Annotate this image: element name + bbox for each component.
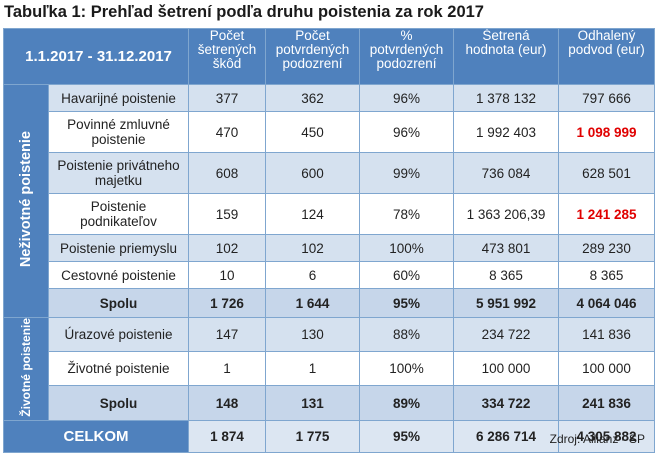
- cell-confirmed: 131: [265, 385, 361, 421]
- row-label: Poistenie priemyslu: [47, 234, 190, 262]
- header-row: 1.1.2017 - 31.12.2017 Počet šetrených šk…: [2, 28, 656, 85]
- cell-fraud: 4 064 046: [558, 288, 656, 318]
- cell-value: 736 084: [453, 152, 560, 194]
- cell-confirmed: 362: [265, 84, 361, 112]
- total-row: CELKOM 1 874 1 775 95% 6 286 714 4 305 8…: [2, 419, 656, 453]
- cell-percent: 95%: [359, 419, 455, 453]
- cell-confirmed: 6: [265, 261, 361, 289]
- cell-value: 100 000: [453, 351, 560, 387]
- header-claims-count: Počet šetrených škôd: [188, 28, 267, 85]
- cell-confirmed: 1: [265, 351, 361, 387]
- header-fraud-value: Odhalený podvod (eur): [558, 28, 656, 85]
- claims-table: 1.1.2017 - 31.12.2017 Počet šetrených šk…: [2, 28, 656, 453]
- table-row: Povinné zmluvné poistenie 470 450 96% 1 …: [4, 111, 656, 153]
- cell-claims: 608: [188, 152, 267, 194]
- cell-fraud: 100 000: [558, 351, 656, 387]
- cell-percent: 89%: [359, 385, 455, 421]
- table-title: Tabuľka 1: Prehľad šetrení podľa druhu p…: [4, 3, 484, 21]
- cell-confirmed: 102: [265, 234, 361, 262]
- cell-confirmed: 600: [265, 152, 361, 194]
- cell-fraud: 4 305 882: [558, 419, 656, 453]
- cell-percent: 100%: [359, 351, 455, 387]
- row-label: Poistenie privátneho majetku: [47, 152, 190, 194]
- cell-percent: 88%: [359, 316, 455, 353]
- cell-value: 1 363 206,39: [453, 193, 560, 235]
- cell-fraud-highlight: 1 098 999: [558, 111, 656, 153]
- cell-value: 1 992 403: [453, 111, 560, 153]
- source-note: Zdroj: Allianz - SP: [549, 432, 645, 446]
- cell-fraud: 241 836: [558, 385, 656, 421]
- cell-confirmed: 1 775: [265, 419, 361, 453]
- cell-fraud: 797 666: [558, 84, 656, 112]
- cell-value: 473 801: [453, 234, 560, 262]
- cell-confirmed: 124: [265, 193, 361, 235]
- cell-claims: 377: [188, 84, 267, 112]
- cell-claims: 10: [188, 261, 267, 289]
- cell-percent: 95%: [359, 288, 455, 318]
- cell-fraud-highlight: 1 241 285: [558, 193, 656, 235]
- table-row: Životné poistenie 1 1 100% 100 000 100 0…: [4, 351, 656, 387]
- row-label: Poistenie podnikateľov: [47, 193, 190, 235]
- row-label: Úrazové poistenie: [47, 316, 190, 353]
- row-label: Cestovné poistenie: [47, 261, 190, 289]
- cell-percent: 100%: [359, 234, 455, 262]
- cell-fraud: 8 365: [558, 261, 656, 289]
- cell-value: 1 378 132: [453, 84, 560, 112]
- cell-value: 6 286 714: [453, 419, 560, 453]
- cell-claims: 102: [188, 234, 267, 262]
- subtotal-row: Spolu 1 726 1 644 95% 5 951 992 4 064 04…: [4, 288, 656, 318]
- group-label-nonlife: Neživotné poistenie: [3, 84, 49, 318]
- row-label: Havarijné poistenie: [47, 84, 190, 112]
- table-row: Životné poistenie Úrazové poistenie 147 …: [3, 316, 656, 421]
- cell-confirmed: 450: [265, 111, 361, 153]
- cell-claims: 148: [188, 385, 267, 421]
- header-investigated-value: Šetrená hodnota (eur): [453, 28, 560, 85]
- cell-claims: 1 874: [188, 419, 267, 453]
- cell-confirmed: 130: [265, 316, 361, 353]
- row-label: Povinné zmluvné poistenie: [47, 111, 190, 153]
- table-row: Poistenie priemyslu 102 102 100% 473 801…: [4, 234, 656, 262]
- cell-percent: 96%: [359, 84, 455, 112]
- subtotal-row: Spolu 148 131 89% 334 722 241 836: [4, 385, 656, 421]
- header-confirmed-percent: % potvrdených podozrení: [359, 28, 455, 85]
- period-header: 1.1.2017 - 31.12.2017: [2, 28, 190, 85]
- cell-confirmed: 1 644: [265, 288, 361, 318]
- cell-claims: 1 726: [188, 288, 267, 318]
- cell-fraud: 141 836: [558, 316, 656, 353]
- table-row: Poistenie podnikateľov 159 124 78% 1 363…: [4, 193, 656, 235]
- cell-claims: 159: [188, 193, 267, 235]
- header-confirmed-count: Počet potvrdených podozrení: [265, 28, 361, 85]
- group-label-life: Životné poistenie: [3, 317, 49, 421]
- cell-claims: 1: [188, 351, 267, 387]
- total-label: CELKOM: [2, 419, 190, 453]
- cell-percent: 60%: [359, 261, 455, 289]
- cell-value: 5 951 992: [453, 288, 560, 318]
- cell-percent: 96%: [359, 111, 455, 153]
- cell-percent: 99%: [359, 152, 455, 194]
- cell-value: 234 722: [453, 316, 560, 353]
- cell-claims: 470: [188, 111, 267, 153]
- table-row: Neživotné poistenie Havarijné poistenie …: [3, 84, 656, 318]
- cell-value: 334 722: [453, 385, 560, 421]
- row-label: Spolu: [47, 288, 190, 318]
- row-label: Spolu: [47, 385, 190, 421]
- row-label: Životné poistenie: [47, 351, 190, 387]
- cell-claims: 147: [188, 316, 267, 353]
- cell-value: 8 365: [453, 261, 560, 289]
- cell-fraud: 289 230: [558, 234, 656, 262]
- table-row: Poistenie privátneho majetku 608 600 99%…: [4, 152, 656, 194]
- cell-percent: 78%: [359, 193, 455, 235]
- table-row: Cestovné poistenie 10 6 60% 8 365 8 365: [4, 261, 656, 289]
- cell-fraud: 628 501: [558, 152, 656, 194]
